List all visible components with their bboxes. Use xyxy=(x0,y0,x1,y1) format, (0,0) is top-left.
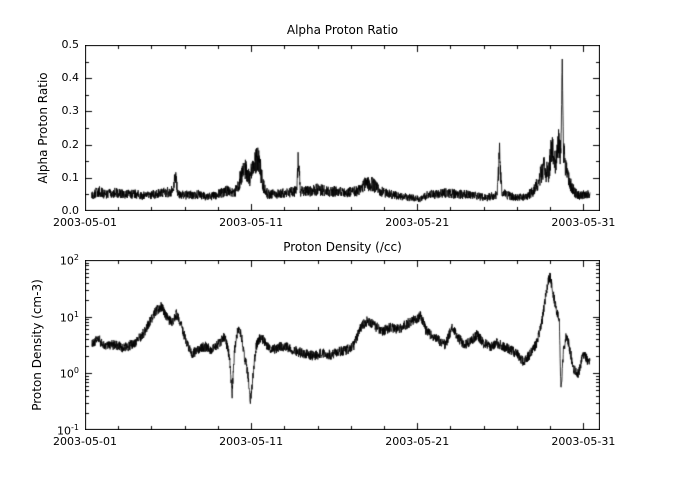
y-tick-label: 100 xyxy=(59,366,79,381)
alpha-proton-ratio-plot-canvas xyxy=(85,45,600,211)
y-tick-label: 0.5 xyxy=(61,38,80,51)
y-tick-label: 0.1 xyxy=(61,170,80,184)
x-tick-label: 2003-05-21 xyxy=(385,435,450,448)
alpha-proton-ratio-title: Alpha Proton Ratio xyxy=(286,23,399,37)
y-tick-label: 0.2 xyxy=(61,137,80,151)
y-tick-label: 102 xyxy=(59,253,79,268)
x-tick-label: 2003-05-11 xyxy=(219,435,284,448)
x-tick-label: 2003-05-01 xyxy=(53,216,117,229)
proton-density-plot-canvas xyxy=(85,260,600,430)
proton-density-title: Proton Density (/cc) xyxy=(283,240,402,254)
y-tick-label: 101 xyxy=(59,309,79,325)
x-tick-label: 2003-05-11 xyxy=(219,216,284,229)
proton-density-y-axis-label: Proton Density (cm-3) xyxy=(30,279,44,411)
y-tick-label: 0.4 xyxy=(61,71,80,85)
y-tick-label: 0.3 xyxy=(61,104,80,118)
y-tick-label: 10-1 xyxy=(57,423,79,438)
x-tick-label: 2003-05-31 xyxy=(551,435,616,448)
x-tick-label: 2003-05-01 xyxy=(53,435,117,448)
alpha-proton-ratio-y-axis-label: Alpha Proton Ratio xyxy=(36,72,50,184)
x-tick-label: 2003-05-31 xyxy=(551,216,616,229)
x-tick-label: 2003-05-21 xyxy=(385,216,450,229)
y-tick-label: 0.0 xyxy=(61,204,80,217)
